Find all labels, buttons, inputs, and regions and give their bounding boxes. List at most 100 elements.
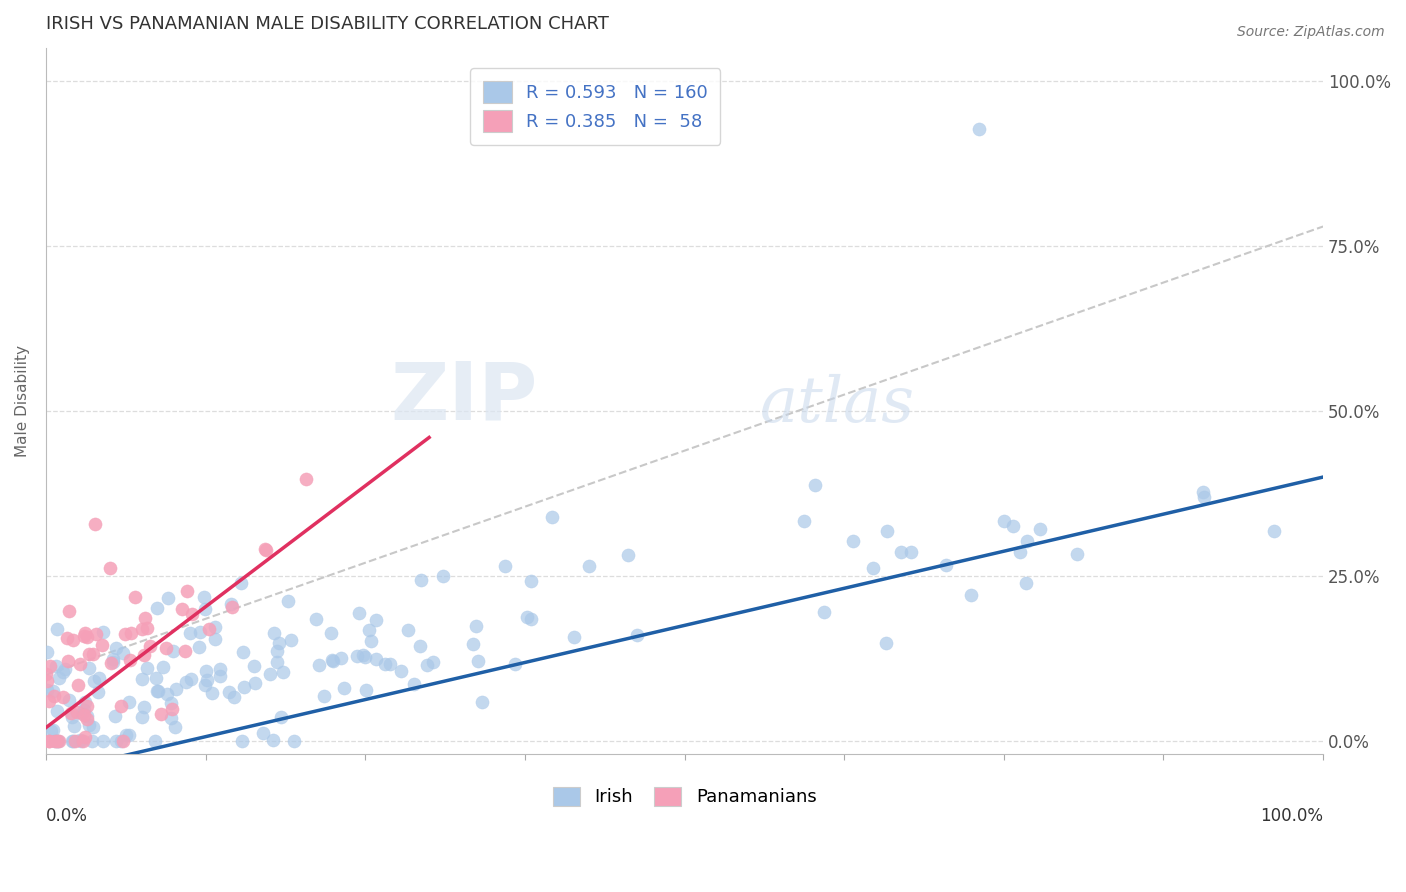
- Point: [277, 594, 299, 608]
- Point: [1066, 547, 1088, 561]
- Point: [53, 662, 76, 676]
- Point: [295, 472, 318, 486]
- Text: 0.0%: 0.0%: [46, 807, 87, 825]
- Point: [84, 517, 107, 532]
- Point: [520, 612, 543, 626]
- Point: [617, 549, 640, 563]
- Point: [37, 645, 59, 659]
- Point: [935, 558, 957, 573]
- Point: [415, 657, 437, 672]
- Point: [62, 733, 84, 747]
- Point: [146, 683, 169, 698]
- Point: [218, 685, 240, 699]
- Point: [273, 665, 295, 680]
- Point: [174, 644, 197, 658]
- Point: [46, 733, 69, 747]
- Point: [75, 695, 97, 709]
- Point: [66, 706, 89, 720]
- Point: [118, 653, 141, 667]
- Point: [180, 673, 202, 687]
- Point: [187, 640, 209, 655]
- Point: [160, 696, 183, 710]
- Point: [229, 576, 252, 591]
- Point: [69, 657, 91, 672]
- Point: [35, 667, 58, 681]
- Point: [262, 733, 284, 747]
- Point: [42, 683, 65, 698]
- Point: [145, 683, 167, 698]
- Point: [104, 641, 127, 656]
- Point: [422, 656, 444, 670]
- Point: [39, 659, 62, 673]
- Point: [131, 710, 153, 724]
- Point: [1015, 576, 1038, 591]
- Point: [519, 574, 541, 588]
- Point: [69, 732, 91, 747]
- Point: [347, 607, 370, 621]
- Point: [48, 671, 70, 685]
- Point: [67, 678, 90, 692]
- Point: [266, 644, 288, 658]
- Point: [330, 651, 353, 665]
- Point: [146, 601, 169, 615]
- Point: [111, 733, 134, 747]
- Point: [1015, 534, 1038, 549]
- Point: [58, 603, 80, 617]
- Point: [156, 591, 179, 605]
- Point: [333, 681, 356, 695]
- Point: [170, 602, 193, 616]
- Point: [233, 680, 256, 694]
- Point: [143, 733, 166, 747]
- Point: [115, 728, 138, 742]
- Point: [409, 573, 432, 587]
- Point: [104, 709, 127, 723]
- Point: [467, 654, 489, 668]
- Point: [270, 710, 292, 724]
- Point: [46, 704, 69, 718]
- Point: [813, 605, 835, 619]
- Point: [380, 657, 402, 671]
- Text: 100.0%: 100.0%: [1260, 807, 1323, 825]
- Point: [503, 657, 526, 671]
- Point: [152, 660, 174, 674]
- Point: [360, 634, 382, 648]
- Point: [120, 626, 142, 640]
- Point: [110, 698, 132, 713]
- Point: [900, 545, 922, 559]
- Point: [77, 647, 100, 661]
- Point: [1263, 524, 1285, 539]
- Point: [46, 733, 69, 747]
- Point: [76, 699, 98, 714]
- Point: [118, 695, 141, 709]
- Point: [91, 733, 114, 747]
- Point: [52, 690, 75, 704]
- Point: [44, 733, 66, 747]
- Point: [263, 626, 285, 640]
- Point: [73, 626, 96, 640]
- Point: [204, 632, 226, 646]
- Point: [402, 677, 425, 691]
- Point: [72, 733, 94, 747]
- Point: [461, 637, 484, 651]
- Text: IRISH VS PANAMANIAN MALE DISABILITY CORRELATION CHART: IRISH VS PANAMANIAN MALE DISABILITY CORR…: [46, 15, 609, 33]
- Point: [842, 533, 865, 548]
- Point: [149, 706, 172, 721]
- Point: [134, 610, 156, 624]
- Point: [314, 689, 336, 703]
- Point: [176, 675, 198, 690]
- Point: [131, 622, 153, 636]
- Point: [243, 675, 266, 690]
- Point: [321, 653, 343, 667]
- Point: [163, 720, 186, 734]
- Point: [232, 645, 254, 659]
- Point: [76, 630, 98, 644]
- Point: [83, 674, 105, 689]
- Point: [118, 728, 141, 742]
- Point: [165, 681, 187, 696]
- Point: [110, 733, 132, 747]
- Point: [114, 627, 136, 641]
- Point: [993, 515, 1015, 529]
- Point: [46, 622, 69, 636]
- Point: [494, 558, 516, 573]
- Point: [346, 648, 368, 663]
